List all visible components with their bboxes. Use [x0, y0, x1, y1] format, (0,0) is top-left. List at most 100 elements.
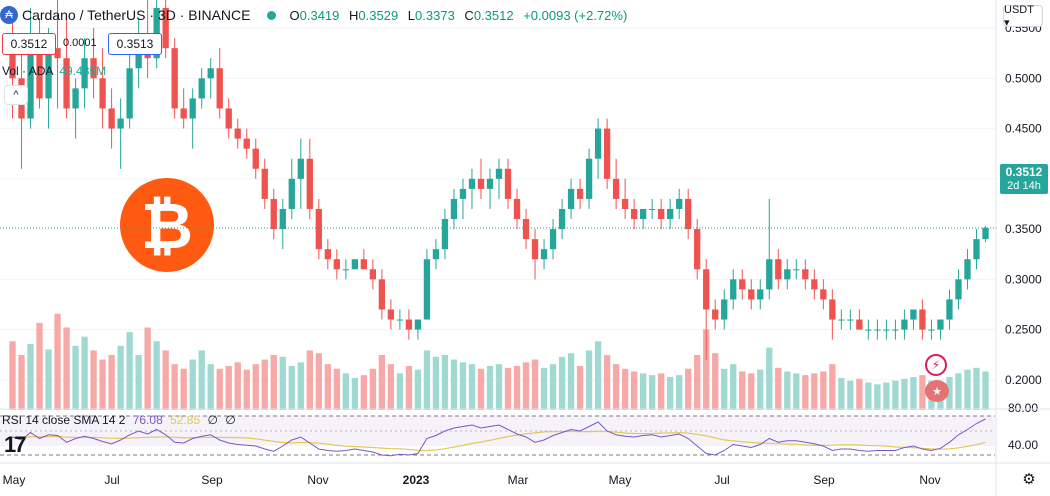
candle-body	[270, 198, 277, 230]
volume-bar	[342, 373, 349, 410]
candle	[658, 198, 665, 230]
volume-bar	[162, 350, 169, 410]
price-tick-label: 0.3000	[1005, 272, 1042, 286]
volume-bar	[423, 350, 431, 410]
sell-button[interactable]: 0.3512	[2, 33, 56, 55]
price-axis[interactable]: 0.55000.50000.45000.40000.35000.30000.25…	[1005, 21, 1042, 387]
candle-body	[477, 178, 485, 189]
flash-icon[interactable]: ⚡	[925, 354, 947, 376]
candle-body	[766, 259, 773, 290]
time-axis-label: Mar	[508, 473, 529, 487]
candle	[126, 48, 133, 129]
gear-icon[interactable]: ⚙	[1022, 471, 1036, 488]
volume-bar	[504, 367, 512, 410]
volume-bar	[901, 378, 908, 410]
buy-button[interactable]: 0.3513	[108, 33, 162, 55]
candle-body	[396, 319, 404, 321]
candle	[703, 259, 710, 360]
volume-bar	[414, 369, 422, 410]
candle-body	[667, 208, 674, 220]
volume-bar	[45, 349, 52, 410]
candle-body	[27, 48, 34, 119]
candle-body	[856, 319, 863, 330]
volume-bar	[99, 359, 106, 410]
candle-body	[234, 128, 241, 139]
time-axis-label: Nov	[307, 473, 328, 487]
candle	[351, 259, 359, 270]
rsi-legend: RSI 14 close SMA 14 2 76.08 52.85 ∅ ∅	[2, 413, 236, 427]
volume-bar	[892, 380, 899, 410]
volume-label: Vol · ADA	[2, 64, 54, 78]
candle-body	[784, 269, 791, 280]
symbol-title[interactable]: Cardano / TetherUS · 3D · BINANCE	[22, 7, 251, 23]
collapse-legend-button[interactable]: ^	[4, 85, 28, 105]
market-status-icon[interactable]	[266, 10, 276, 20]
volume-bar	[54, 313, 61, 410]
tradingview-logo-icon[interactable]: 17	[4, 432, 27, 457]
candle	[612, 158, 620, 209]
volume-bar	[784, 371, 791, 410]
volume-bar	[9, 341, 16, 410]
candle-body	[198, 78, 205, 99]
candle-body	[54, 48, 61, 59]
candle-body	[306, 158, 313, 209]
volume-bar	[72, 345, 79, 410]
candle-body	[450, 198, 458, 220]
volume-bar	[243, 369, 250, 410]
bar-countdown: 2d 14h	[1007, 180, 1041, 192]
bitcoin-coin-watermark: ₿	[120, 178, 214, 272]
candle	[739, 269, 746, 300]
candle	[486, 168, 494, 209]
volume-bar	[405, 366, 413, 410]
volume-bar	[279, 356, 286, 410]
candle-body	[189, 98, 196, 119]
rsi-pane[interactable]: 80.00 40.00	[0, 401, 1050, 457]
candle-body	[369, 269, 377, 280]
candle	[270, 188, 277, 240]
candle	[667, 198, 674, 230]
candle-body	[459, 188, 467, 199]
volume-bar	[63, 327, 70, 410]
candle-body	[126, 68, 133, 119]
candle-body	[162, 7, 169, 49]
change-value: +0.0093 (+2.72%)	[523, 7, 628, 23]
candle	[360, 249, 368, 270]
candle	[694, 219, 701, 280]
currency-select[interactable]: USDT ▾	[1003, 4, 1043, 29]
volume-bar	[396, 373, 404, 410]
volume-bar	[766, 347, 773, 410]
volume-bar	[144, 327, 151, 410]
time-axis-label: Nov	[919, 473, 940, 487]
candle	[829, 289, 836, 340]
candle-body	[414, 319, 422, 330]
volume-bar	[315, 353, 322, 410]
candle	[856, 309, 863, 330]
volume-bar	[946, 377, 953, 410]
candle	[333, 249, 340, 280]
candle-body	[964, 259, 971, 280]
candle-body	[279, 208, 286, 230]
candle	[630, 198, 638, 230]
candle-body	[937, 319, 944, 330]
candle-body	[585, 158, 593, 199]
candle-body	[225, 108, 232, 129]
candle-body	[432, 249, 440, 260]
volume-bar	[621, 368, 629, 410]
price-tick-label: 0.4500	[1005, 122, 1042, 136]
volume-bar	[793, 373, 800, 410]
candle	[946, 289, 953, 330]
us-flag-icon[interactable]: ★	[925, 380, 949, 402]
candle	[99, 48, 106, 129]
candle	[495, 158, 503, 199]
cardano-logo-icon[interactable]: ₳	[0, 6, 18, 24]
candle	[243, 128, 250, 159]
volume-bar	[324, 364, 331, 410]
rsi-extra-1: ∅	[207, 413, 218, 427]
candle-body	[207, 68, 214, 79]
candle	[198, 68, 205, 109]
candle	[937, 319, 944, 340]
candle	[234, 118, 241, 149]
candle-body	[603, 128, 611, 179]
